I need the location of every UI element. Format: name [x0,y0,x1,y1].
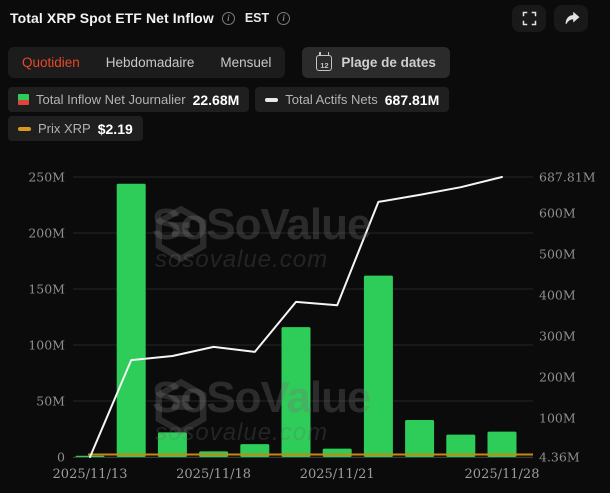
inflow-bar[interactable] [363,275,393,457]
chart-canvas: 0 50M 100M 150M 200M 250M 4.36M 100M 200M 300M 400… [28,170,596,483]
page-title: Total XRP Spot ETF Net Inflow [10,10,214,26]
legend-item-daily-inflow[interactable]: Total Inflow Net Journalier 22.68M [8,87,250,112]
timezone-info-icon[interactable]: i [277,11,291,25]
left-axis-tick-label: 200M [28,226,65,241]
legend-value: 22.68M [192,91,240,108]
inflow-bars [75,183,517,457]
right-axis-tick-label: 300M [539,328,576,343]
right-axis-tick-label: 400M [539,287,576,302]
x-axis-labels: 2025/11/13 2025/11/18 2025/11/21 2025/11/28 [53,467,540,482]
x-axis-tick-label: 2025/11/18 [176,467,251,482]
net-assets-line[interactable] [89,176,503,458]
legend-label: Total Actifs Nets [285,92,378,107]
legend-label: Total Inflow Net Journalier [36,92,186,107]
legend: Total Inflow Net Journalier 22.68M Total… [8,87,548,141]
inflow-bar[interactable] [157,432,187,457]
inflow-bar[interactable] [322,448,352,457]
period-tabs-row: Quotidien Hebdomadaire Mensuel 12 Plage … [8,47,450,78]
line-swatch-icon [265,97,279,102]
period-tab-group: Quotidien Hebdomadaire Mensuel [8,47,286,78]
calendar-icon: 12 [316,51,333,71]
bar-swatch-icon [18,94,29,105]
legend-item-net-assets[interactable]: Total Actifs Nets 687.81M [255,87,450,112]
chart-area[interactable]: 0 50M 100M 150M 200M 250M 4.36M 100M 200M 300M 400… [0,155,610,493]
left-axis-tick-label: 0 [57,450,65,465]
inflow-bar[interactable] [405,420,435,457]
inflow-bar[interactable] [487,431,517,457]
x-axis-tick-label: 2025/11/28 [465,467,540,482]
inflow-bar[interactable] [116,183,146,457]
right-axis-labels: 4.36M 100M 200M 300M 400M 500M 600M 687.81M [539,170,596,465]
timezone-label: EST [244,11,270,25]
x-axis-tick-label: 2025/11/13 [53,467,128,482]
right-axis-tick-label: 600M [539,205,576,220]
right-axis-tick-label: 687.81M [539,170,596,185]
inflow-bar[interactable] [446,434,476,457]
tab-mensuel[interactable]: Mensuel [220,55,272,70]
legend-value: $2.19 [97,120,133,137]
x-axis-tick-label: 2025/11/21 [300,467,375,482]
legend-label: Prix XRP [38,121,91,136]
info-icon[interactable]: i [221,11,235,25]
left-axis-tick-label: 150M [28,282,65,297]
tab-hebdomadaire[interactable]: Hebdomadaire [105,55,195,70]
fullscreen-icon [522,11,536,25]
legend-value: 687.81M [384,91,440,108]
inflow-bar[interactable] [281,327,311,457]
tab-quotidien[interactable]: Quotidien [22,55,80,70]
share-icon [565,11,579,24]
line-swatch-icon [18,126,31,131]
right-axis-tick-label: 4.36M [539,450,580,465]
header: Total XRP Spot ETF Net Inflow i EST i [0,0,610,36]
legend-item-xrp-price[interactable]: Prix XRP $2.19 [8,116,143,141]
date-range-label: Plage de dates [341,55,436,70]
right-axis-tick-label: 200M [539,369,576,384]
left-axis-tick-label: 250M [28,170,65,185]
date-range-button[interactable]: 12 Plage de dates [302,47,450,78]
share-button[interactable] [554,4,588,32]
right-axis-tick-label: 500M [539,246,576,261]
left-axis-labels: 0 50M 100M 150M 200M 250M [28,170,65,465]
left-axis-tick-label: 100M [28,338,65,353]
left-axis-tick-label: 50M [36,394,65,409]
fullscreen-button[interactable] [512,4,546,32]
right-axis-tick-label: 100M [539,410,576,425]
